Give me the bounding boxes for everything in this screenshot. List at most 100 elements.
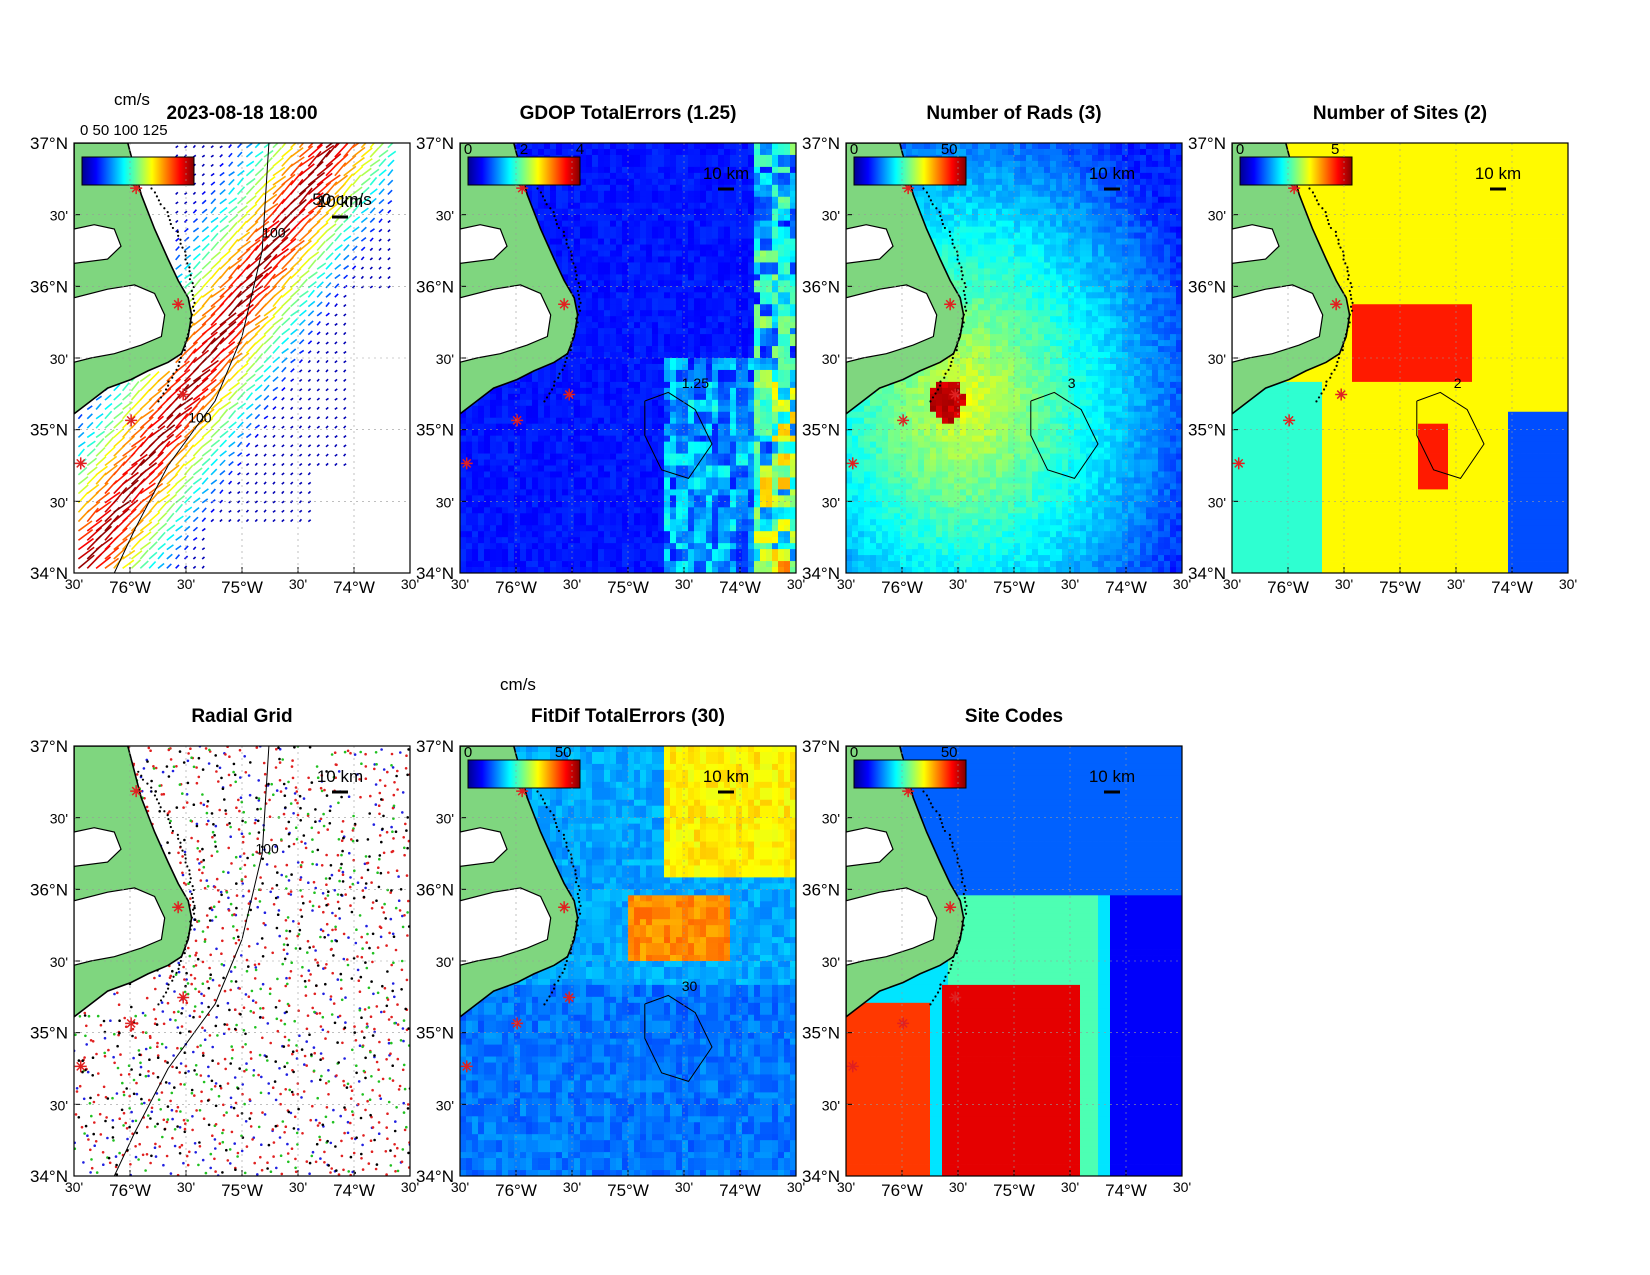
current-vector	[219, 378, 231, 392]
current-vector	[219, 420, 230, 429]
current-vector	[272, 376, 279, 382]
current-vector	[254, 184, 266, 195]
radial-grid-point	[229, 1162, 232, 1165]
radial-grid-point	[299, 878, 302, 881]
current-vector	[254, 518, 258, 523]
radial-grid-point	[388, 1077, 392, 1080]
radial-grid-point	[205, 914, 209, 917]
radial-grid-point	[203, 1029, 207, 1032]
radial-grid-point	[260, 937, 264, 940]
radial-grid-point	[208, 919, 212, 922]
radial-grid-point	[315, 984, 318, 987]
radial-grid-point	[210, 854, 214, 858]
radial-grid-point	[271, 1086, 275, 1089]
current-vector	[334, 153, 349, 167]
contour-line	[644, 994, 713, 1082]
current-vector	[192, 556, 197, 560]
current-vector	[272, 236, 289, 252]
radial-grid-point	[121, 1081, 124, 1085]
radial-grid-point	[342, 932, 346, 936]
radial-grid-point	[216, 889, 220, 892]
radial-grid-point	[188, 1150, 191, 1154]
radial-grid-point	[255, 746, 259, 749]
current-vector	[237, 402, 247, 411]
radial-grid-point	[324, 1081, 328, 1085]
current-vector	[378, 238, 382, 242]
current-vector	[245, 151, 254, 158]
current-vector	[245, 442, 251, 448]
radial-grid-point	[245, 1062, 248, 1065]
sound-water	[74, 224, 122, 265]
current-vector	[316, 359, 320, 364]
radial-grid-point	[183, 1083, 186, 1086]
radial-grid-point	[320, 789, 324, 793]
radial-grid-point	[195, 1073, 198, 1076]
radial-grid-point	[92, 1100, 96, 1104]
current-vector	[290, 518, 294, 523]
radial-grid-point	[240, 800, 244, 804]
radial-grid-point	[257, 799, 261, 802]
radial-grid-point	[311, 862, 314, 866]
radial-grid-point	[162, 1118, 166, 1122]
current-vector	[228, 221, 238, 233]
radial-grid-point	[337, 1061, 341, 1064]
current-vector	[325, 301, 330, 308]
current-vector	[307, 160, 324, 177]
radial-grid-point	[274, 865, 277, 868]
current-vector	[316, 369, 320, 373]
radial-grid-point	[402, 836, 406, 839]
radial-grid-point	[257, 797, 261, 800]
radial-grid-point	[378, 1094, 382, 1097]
lon-tick-label: 30'	[675, 576, 693, 592]
radial-grid-point	[154, 1142, 157, 1146]
current-vector	[263, 375, 271, 382]
radial-grid-point	[149, 1046, 152, 1049]
current-vector	[325, 359, 329, 364]
lat-tick-label: 35°N	[416, 1024, 454, 1043]
current-vector	[307, 388, 312, 392]
radial-grid-point	[406, 1107, 410, 1110]
radial-grid-point	[213, 1085, 217, 1088]
radial-grid-point	[340, 893, 343, 897]
current-vector	[369, 147, 380, 158]
radial-grid-point	[190, 756, 193, 759]
current-vector	[122, 479, 139, 495]
radial-grid-point	[402, 1019, 406, 1022]
radial-grid-point	[230, 1130, 234, 1134]
radial-grid-point	[173, 990, 176, 993]
radial-grid-point	[265, 863, 269, 866]
current-vector	[210, 320, 227, 336]
radial-grid-point	[400, 959, 404, 963]
radial-grid-point	[346, 958, 349, 961]
radial-grid-point	[223, 989, 227, 993]
current-vector	[281, 434, 285, 439]
radial-grid-point	[364, 777, 368, 780]
radial-grid-point	[340, 853, 343, 857]
current-vector	[245, 342, 257, 354]
current-vector	[343, 214, 353, 224]
radial-grid-point	[322, 812, 325, 816]
radial-grid-point	[202, 1054, 205, 1057]
current-vector	[325, 453, 329, 457]
radial-grid-point	[156, 1054, 160, 1057]
current-vector	[281, 247, 296, 261]
radial-grid-point	[403, 1128, 407, 1132]
radial-grid-point	[365, 966, 369, 970]
current-vector	[245, 433, 252, 439]
radial-grid-point	[239, 1013, 242, 1016]
radial-grid-point	[287, 879, 291, 882]
current-vector	[77, 476, 89, 485]
radial-grid-point	[234, 780, 237, 784]
radial-grid-point	[325, 922, 329, 926]
radial-grid-point	[289, 802, 293, 805]
current-vector	[378, 188, 385, 195]
radial-grid-point	[356, 955, 359, 958]
current-vector	[95, 501, 112, 513]
current-vector	[316, 311, 323, 317]
current-vector	[157, 414, 174, 429]
current-vector	[237, 362, 249, 373]
current-vector	[290, 500, 294, 504]
lon-tick-label: 30'	[1173, 576, 1191, 592]
current-vector	[254, 413, 261, 420]
lon-tick-label: 30'	[563, 576, 581, 592]
